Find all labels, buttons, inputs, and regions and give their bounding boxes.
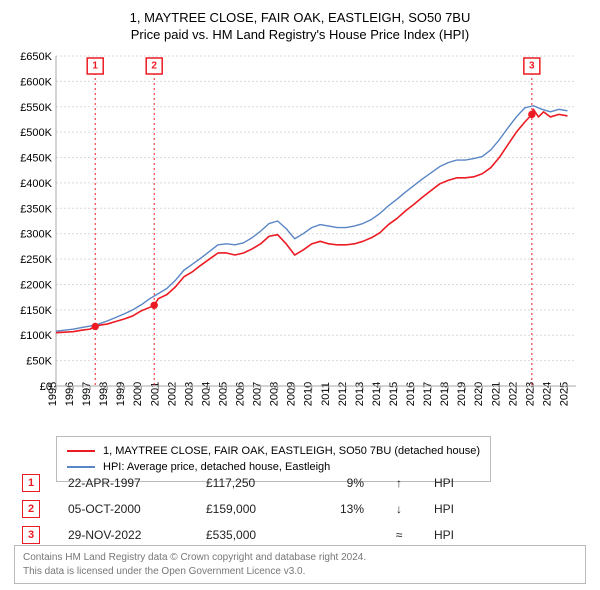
- svg-text:2009: 2009: [286, 382, 298, 406]
- svg-text:2005: 2005: [217, 382, 229, 406]
- svg-text:£200K: £200K: [20, 279, 52, 291]
- transaction-arrow-icon: ↓: [392, 502, 406, 516]
- svg-text:2020: 2020: [473, 382, 485, 406]
- svg-text:2017: 2017: [422, 382, 434, 406]
- transaction-arrow-icon: ≈: [392, 528, 406, 542]
- attribution-line-2: This data is licensed under the Open Gov…: [23, 565, 577, 579]
- transaction-hpi-label: HPI: [434, 476, 474, 490]
- svg-text:2016: 2016: [405, 382, 417, 406]
- svg-text:£300K: £300K: [20, 229, 52, 241]
- svg-text:2025: 2025: [558, 382, 570, 406]
- transaction-hpi-label: HPI: [434, 502, 474, 516]
- svg-text:2007: 2007: [252, 382, 264, 406]
- svg-text:2013: 2013: [354, 382, 366, 406]
- svg-text:2004: 2004: [200, 382, 212, 406]
- transaction-price: £535,000: [206, 528, 296, 542]
- legend-label: HPI: Average price, detached house, East…: [103, 459, 330, 475]
- transaction-marker: 3: [22, 526, 40, 544]
- transaction-row: 1 22-APR-1997 £117,250 9% ↑ HPI: [14, 474, 586, 492]
- svg-text:2024: 2024: [541, 382, 553, 406]
- svg-text:£550K: £550K: [20, 102, 52, 114]
- transactions-table: 1 22-APR-1997 £117,250 9% ↑ HPI 2 05-OCT-2000 £1…: [14, 474, 586, 552]
- transaction-date: 05-OCT-2000: [68, 502, 178, 516]
- svg-text:2003: 2003: [183, 382, 195, 406]
- legend-swatch: [67, 450, 95, 452]
- svg-text:2022: 2022: [507, 382, 519, 406]
- svg-text:2001: 2001: [149, 382, 161, 406]
- transaction-marker: 2: [22, 500, 40, 518]
- svg-text:2002: 2002: [166, 382, 178, 406]
- legend-swatch: [67, 466, 95, 468]
- svg-text:2000: 2000: [132, 382, 144, 406]
- svg-text:£50K: £50K: [26, 356, 52, 368]
- chart-subtitle: Price paid vs. HM Land Registry's House …: [14, 27, 586, 42]
- title-block: 1, MAYTREE CLOSE, FAIR OAK, EASTLEIGH, S…: [14, 10, 586, 42]
- svg-text:2021: 2021: [490, 382, 502, 406]
- svg-text:2: 2: [151, 61, 157, 72]
- line-chart-svg: £0£50K£100K£150K£200K£250K£300K£350K£400…: [14, 48, 586, 428]
- svg-text:2015: 2015: [388, 382, 400, 406]
- transaction-hpi-label: HPI: [434, 528, 474, 542]
- svg-text:£600K: £600K: [20, 76, 52, 88]
- svg-text:2008: 2008: [269, 382, 281, 406]
- transaction-date: 29-NOV-2022: [68, 528, 178, 542]
- transaction-arrow-icon: ↑: [392, 476, 406, 490]
- svg-text:2014: 2014: [371, 382, 383, 406]
- svg-text:£250K: £250K: [20, 254, 52, 266]
- legend-label: 1, MAYTREE CLOSE, FAIR OAK, EASTLEIGH, S…: [103, 443, 480, 459]
- attribution-box: Contains HM Land Registry data © Crown c…: [14, 545, 586, 584]
- transaction-price: £117,250: [206, 476, 296, 490]
- legend-row: HPI: Average price, detached house, East…: [67, 459, 480, 475]
- transaction-row: 3 29-NOV-2022 £535,000 ≈ HPI: [14, 526, 586, 544]
- svg-text:£350K: £350K: [20, 203, 52, 215]
- svg-text:3: 3: [529, 61, 535, 72]
- transaction-marker: 1: [22, 474, 40, 492]
- svg-text:1995: 1995: [47, 382, 59, 406]
- transaction-date: 22-APR-1997: [68, 476, 178, 490]
- transaction-row: 2 05-OCT-2000 £159,000 13% ↓ HPI: [14, 500, 586, 518]
- svg-text:£650K: £650K: [20, 51, 52, 63]
- svg-text:1999: 1999: [115, 382, 127, 406]
- svg-text:£150K: £150K: [20, 305, 52, 317]
- svg-text:1997: 1997: [81, 382, 93, 406]
- transaction-pct: 9%: [324, 476, 364, 490]
- transaction-pct: 13%: [324, 502, 364, 516]
- svg-text:£450K: £450K: [20, 153, 52, 165]
- legend-row: 1, MAYTREE CLOSE, FAIR OAK, EASTLEIGH, S…: [67, 443, 480, 459]
- svg-text:2018: 2018: [439, 382, 451, 406]
- svg-text:£100K: £100K: [20, 330, 52, 342]
- svg-text:£400K: £400K: [20, 178, 52, 190]
- svg-text:2006: 2006: [235, 382, 247, 406]
- svg-text:1: 1: [92, 61, 98, 72]
- svg-text:2012: 2012: [337, 382, 349, 406]
- svg-text:2010: 2010: [303, 382, 315, 406]
- svg-text:£500K: £500K: [20, 127, 52, 139]
- chart-area: £0£50K£100K£150K£200K£250K£300K£350K£400…: [14, 48, 586, 428]
- attribution-line-1: Contains HM Land Registry data © Crown c…: [23, 551, 577, 565]
- chart-title: 1, MAYTREE CLOSE, FAIR OAK, EASTLEIGH, S…: [14, 10, 586, 25]
- svg-text:2019: 2019: [456, 382, 468, 406]
- svg-text:2023: 2023: [524, 382, 536, 406]
- svg-text:1998: 1998: [98, 382, 110, 406]
- transaction-price: £159,000: [206, 502, 296, 516]
- svg-text:1996: 1996: [64, 382, 76, 406]
- house-price-chart-page: 1, MAYTREE CLOSE, FAIR OAK, EASTLEIGH, S…: [0, 0, 600, 590]
